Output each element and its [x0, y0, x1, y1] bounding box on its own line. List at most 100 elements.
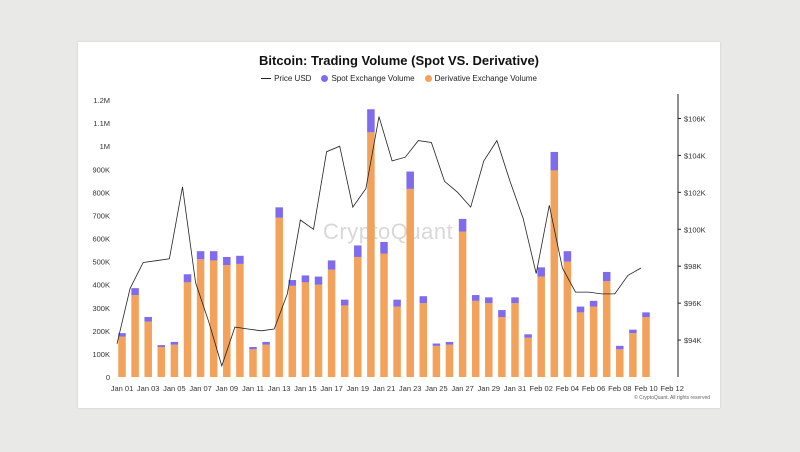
derivative-bar [340, 305, 349, 377]
derivative-bar [563, 261, 572, 377]
derivative-bar [406, 188, 414, 377]
legend-derivative[interactable]: Derivative Exchange Volume [424, 74, 537, 83]
derivative-bar [196, 259, 205, 377]
x-tick-label: Jan 17 [320, 384, 343, 393]
spot-bar [144, 316, 152, 322]
spot-bar [380, 241, 388, 254]
derivative-bar [629, 333, 637, 377]
legend-derivative-label: Derivative Exchange Volume [434, 74, 537, 83]
spot-bar [550, 151, 559, 171]
x-tick-label: Jan 03 [137, 384, 160, 393]
derivative-bar [445, 344, 454, 377]
chart-title: Bitcoin: Trading Volume (Spot VS. Deriva… [258, 53, 540, 68]
derivative-bar [537, 276, 545, 377]
spot-bar [340, 299, 349, 306]
spot-bar [445, 341, 454, 345]
derivative-bar [275, 217, 283, 377]
x-tick-label: Jan 29 [478, 384, 501, 393]
spot-bar [236, 255, 244, 264]
x-tick-label: Jan 05 [163, 384, 186, 393]
watermark: CryptoQuant [323, 219, 454, 244]
x-tick-label: Feb 06 [582, 384, 605, 393]
y-right-tick-label: $106K [684, 114, 706, 123]
spot-bar [183, 274, 192, 283]
legend-spot-swatch [321, 75, 329, 82]
x-tick-label: Jan 11 [242, 384, 264, 393]
spot-bar [511, 297, 519, 304]
legend-derivative-swatch [424, 75, 432, 82]
x-tick-label: Jan 31 [504, 384, 527, 393]
derivative-bar [471, 300, 480, 377]
x-tick-label: Jan 19 [347, 384, 370, 393]
spot-bar [563, 251, 572, 262]
derivative-bar [616, 349, 624, 377]
derivative-bar [432, 345, 441, 377]
derivative-bar [511, 303, 519, 377]
spot-bar [393, 299, 401, 307]
x-tick-label: Feb 10 [634, 384, 657, 393]
spot-bar [589, 300, 598, 307]
legend-price[interactable]: Price USD [261, 74, 311, 83]
y-left-tick-label: 600K [92, 235, 110, 244]
derivative-bar [380, 253, 388, 377]
y-left-tick-label: 100K [92, 350, 110, 359]
derivative-bar [301, 282, 310, 377]
derivative-bar [314, 284, 323, 377]
derivative-bar [524, 337, 532, 377]
spot-bar [249, 346, 257, 350]
spot-bar [367, 109, 375, 133]
spot-bar [498, 310, 506, 317]
spot-bar [301, 275, 310, 283]
y-left-tick-label: 1.1M [93, 119, 110, 128]
y-left-tick-label: 800K [92, 188, 110, 197]
spot-bar [170, 341, 179, 345]
x-tick-label: Jan 25 [425, 384, 448, 393]
y-right-tick-label: $96K [684, 299, 702, 308]
x-tick-label: Feb 04 [556, 384, 579, 393]
spot-bar [196, 251, 205, 260]
x-tick-label: Jan 09 [216, 384, 239, 393]
derivative-bar [209, 260, 218, 377]
derivative-bar [367, 132, 375, 377]
derivative-bar [550, 170, 559, 377]
y-left-tick-label: 0 [106, 373, 110, 382]
spot-bar [642, 312, 650, 317]
spot-bar [314, 276, 323, 285]
derivative-bar [485, 303, 493, 377]
chart-plot: 0 100K 200K 300K 400K 500K 600K 700K 800K 900K 1M 1… [92, 94, 706, 393]
spot-bar [157, 345, 166, 347]
derivative-bar [602, 281, 611, 377]
spot-bar [419, 296, 428, 304]
spot-bar [602, 271, 611, 282]
x-tick-label: Jan 13 [268, 384, 291, 393]
derivative-bar [327, 269, 336, 377]
spot-bar [262, 341, 270, 345]
spot-bar [327, 260, 336, 270]
derivative-bar [393, 306, 401, 377]
legend-spot[interactable]: Spot Exchange Volume [321, 74, 415, 83]
copyright: © CryptoQuant. All rights reserved [634, 395, 710, 401]
y-left-tick-label: 200K [92, 327, 110, 336]
y-left-tick-label: 1.2M [93, 96, 110, 105]
derivative-bar [498, 316, 506, 377]
x-tick-label: Jan 21 [373, 384, 396, 393]
spot-bar [223, 256, 231, 266]
x-tick-label: Jan 23 [399, 384, 422, 393]
price-line [116, 116, 642, 368]
spot-bar [485, 297, 493, 304]
chart-card: Bitcoin: Trading Volume (Spot VS. Deriva… [78, 42, 720, 408]
derivative-bar [642, 316, 650, 377]
derivative-bar [288, 285, 297, 377]
x-tick-label: Jan 01 [111, 384, 134, 393]
y-left-tick-label: 400K [92, 281, 110, 290]
derivative-bar [183, 282, 192, 377]
derivative-bar [170, 344, 179, 377]
y-right-tick-label: $102K [684, 188, 706, 197]
derivative-bar [354, 256, 362, 377]
derivative-bar [419, 303, 428, 377]
derivative-bar [458, 231, 467, 377]
derivative-bar [236, 263, 244, 377]
derivative-bar [131, 295, 139, 377]
y-right-tick-label: $94K [684, 336, 702, 345]
derivative-bar [249, 349, 257, 377]
